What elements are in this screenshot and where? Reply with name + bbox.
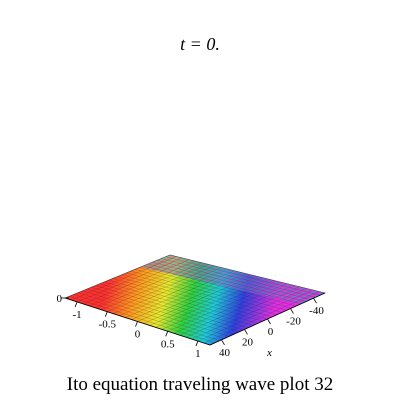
mesh-line — [156, 260, 311, 300]
y-tick-label: -0.5 — [99, 319, 117, 331]
x-tick — [290, 308, 294, 314]
plot-title: t = 0. — [180, 34, 220, 54]
y-tick — [165, 331, 169, 337]
y-tick — [195, 340, 199, 347]
mesh-line — [203, 291, 319, 344]
mesh — [69, 256, 321, 344]
mesh-line — [191, 288, 306, 340]
caption: Ito equation traveling wave plot 32 — [67, 374, 333, 395]
x-axis-label: x — [266, 347, 272, 359]
mesh-line — [161, 258, 316, 298]
x-tick-label: 40 — [219, 347, 231, 359]
y-tick-label: 0.5 — [161, 338, 175, 350]
x-tick-label: 0 — [268, 326, 274, 338]
y-tick — [135, 321, 138, 327]
x-tick-label: -40 — [309, 305, 324, 317]
x-tick — [313, 297, 317, 304]
y-tick-label: 1 — [195, 348, 201, 360]
y-tick — [74, 301, 78, 308]
x-tick-label: -20 — [286, 316, 301, 328]
z-tick-label: 0 — [57, 293, 63, 305]
y-tick — [104, 311, 108, 317]
mesh-line — [165, 256, 321, 296]
x-tick — [244, 329, 248, 335]
x-tick-label: 20 — [242, 336, 254, 348]
mesh-line — [197, 289, 313, 342]
y-tick-label: -1 — [72, 309, 81, 321]
x-tick — [221, 339, 225, 346]
mesh-line — [152, 262, 306, 302]
x-tick — [267, 318, 271, 325]
y-tick-label: 0 — [135, 329, 141, 341]
